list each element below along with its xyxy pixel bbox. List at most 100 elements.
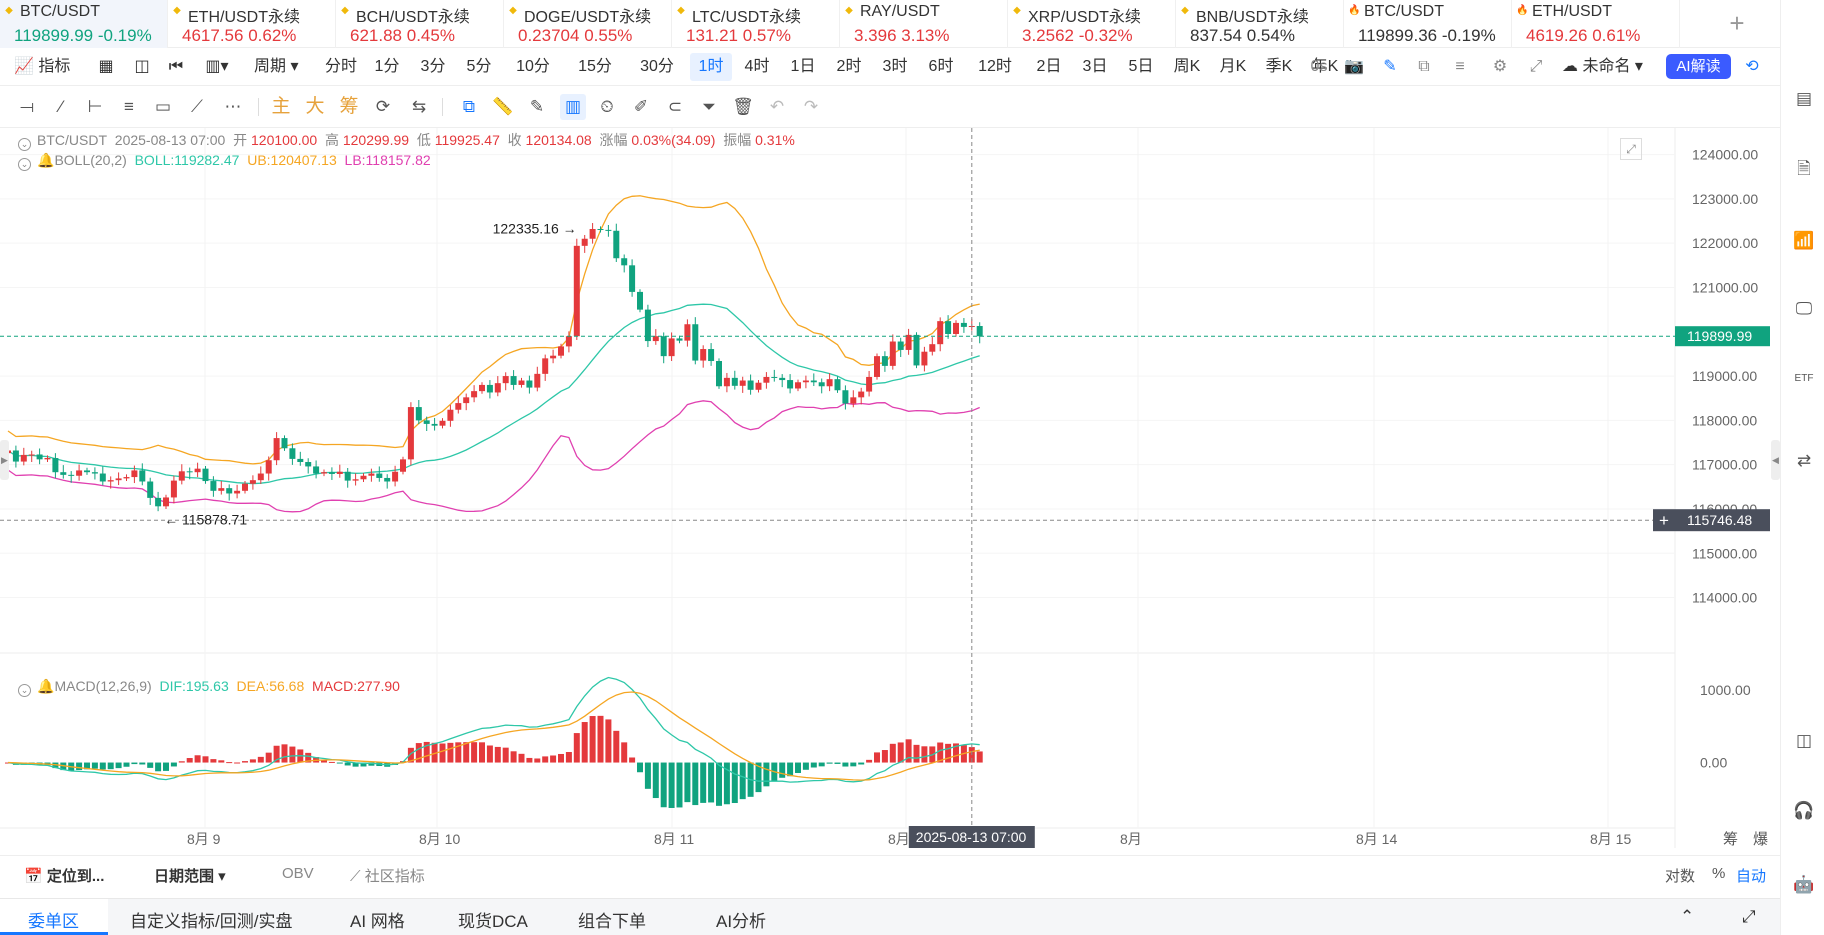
period-10[interactable]: 2时 — [836, 58, 862, 75]
tab-0[interactable]: 委单区 — [28, 912, 79, 931]
ai-interpret-button[interactable]: AI解读 — [1666, 54, 1731, 79]
depth-chart-icon[interactable]: 📶 — [1793, 231, 1815, 250]
obv-button[interactable]: OBV — [282, 865, 314, 882]
fullscreen-chart-icon[interactable]: ⤢ — [1620, 138, 1642, 160]
ruler-icon[interactable]: 📏 — [492, 97, 514, 116]
pen-line-icon[interactable]: ⟋ — [191, 97, 203, 116]
period-11[interactable]: 3时 — [882, 58, 908, 75]
bell-icon[interactable]: 🔔 — [37, 678, 55, 694]
bell-icon[interactable]: 🔔 — [37, 152, 55, 168]
collapse-icon[interactable]: ⌄ — [18, 138, 31, 151]
period-13[interactable]: 12时 — [978, 58, 1012, 75]
tab-5[interactable]: AI分析 — [716, 912, 767, 931]
main-chart-toggle[interactable]: 主 — [271, 96, 291, 117]
list-icon[interactable]: ≡ — [1455, 58, 1465, 75]
orders-icon[interactable]: ▤ — [1795, 89, 1813, 108]
ticker-4[interactable]: ◆ LTC/USDT永续 131.21 0.57% — [672, 0, 840, 48]
ticker-3[interactable]: ◆ DOGE/USDT永续 0.23704 0.55% — [504, 0, 672, 48]
parallel-lines-icon[interactable]: ≡ — [124, 97, 134, 116]
candle-type-icon[interactable]: ▥ — [560, 94, 586, 120]
tab-1[interactable]: 自定义指标/回测/实盘 — [130, 912, 293, 931]
period-6[interactable]: 30分 — [640, 58, 674, 75]
percent-scale-toggle[interactable]: % — [1712, 865, 1726, 882]
etf-icon[interactable]: ETF — [1794, 373, 1814, 384]
ticker-7[interactable]: ◆ BNB/USDT永续 837.54 0.54% — [1176, 0, 1344, 48]
ticker-0[interactable]: ◆ BTC/USDT 119899.99 -0.19% — [0, 0, 168, 48]
magnet-icon[interactable]: ⊂ — [667, 97, 683, 116]
popout-icon[interactable]: ⧉ — [1418, 58, 1430, 75]
copy-layout-icon[interactable]: ⧉ — [462, 97, 476, 116]
support-icon[interactable]: 🎧 — [1793, 801, 1815, 820]
period-18[interactable]: 月K — [1219, 58, 1247, 75]
candlestick-chart[interactable]: 124000.00 123000.00 122000.00 121000.00 1190… — [0, 128, 1780, 848]
tab-2[interactable]: AI 网格 — [350, 912, 405, 931]
edit-icon[interactable]: ✎ — [1383, 58, 1397, 75]
chip-distribution-toggle[interactable]: 筹 — [339, 96, 359, 117]
trash-icon[interactable]: 🗑 — [732, 97, 754, 116]
ticker-2[interactable]: ◆ BCH/USDT永续 621.88 0.45% — [336, 0, 504, 48]
funnel-icon[interactable]: ⏷ — [702, 97, 716, 116]
period-1[interactable]: 1分 — [374, 58, 400, 75]
big-order-toggle[interactable]: 大 — [305, 96, 325, 117]
redo-icon[interactable]: ↷ — [803, 97, 819, 116]
period-7[interactable]: 1时 — [690, 53, 732, 81]
period-3[interactable]: 5分 — [466, 58, 492, 75]
period-19[interactable]: 季K — [1265, 58, 1293, 75]
period-4[interactable]: 10分 — [516, 58, 550, 75]
period-8[interactable]: 4时 — [744, 58, 770, 75]
range-line-icon[interactable]: ⊢ — [87, 97, 103, 116]
template-icon[interactable]: ▦ — [98, 58, 114, 75]
brush-icon[interactable]: ✎ — [529, 97, 545, 116]
fullscreen-icon[interactable]: ⤢ — [1529, 58, 1543, 75]
tab-3[interactable]: 现货DCA — [458, 912, 528, 931]
collapse-icon[interactable]: ⌄ — [18, 158, 31, 171]
locate-button[interactable]: 📅 定位到... — [24, 865, 104, 886]
log-scale-toggle[interactable]: 对数 — [1665, 868, 1696, 885]
undo-icon[interactable]: ↶ — [769, 97, 785, 116]
edit-note-icon[interactable]: ✐ — [633, 97, 649, 116]
ticker-6[interactable]: ◆ XRP/USDT永续 3.2562 -0.32% — [1008, 0, 1176, 48]
date-range-button[interactable]: 日期范围 ▾ — [154, 868, 226, 885]
expand-left-handle[interactable]: ▶ — [0, 440, 9, 480]
indicator-button[interactable]: 📈 指标 — [14, 53, 70, 81]
collapse-panel-icon[interactable]: ⌃ — [1680, 907, 1695, 926]
period-12[interactable]: 6时 — [928, 58, 954, 75]
auto-scale-toggle[interactable]: 自动 — [1736, 868, 1767, 885]
settings-icon[interactable]: ⚙ — [1492, 58, 1508, 75]
layout-icon[interactable]: ◫ — [1795, 731, 1813, 750]
chart-type-icon[interactable]: ▥▾ — [205, 58, 229, 75]
document-icon[interactable]: 🗎 — [1797, 159, 1811, 178]
exchange-icon[interactable]: ⇄ — [1796, 451, 1812, 470]
explode-axis-label[interactable]: 爆 — [1753, 831, 1768, 848]
screenshot-icon[interactable]: 📷 — [1344, 58, 1364, 75]
period-20[interactable]: 年K — [1311, 58, 1339, 75]
period-dropdown[interactable]: 周期 ▾ — [254, 58, 299, 75]
ticker-1[interactable]: ◆ ETH/USDT永续 4617.56 0.62% — [168, 0, 336, 48]
timer-icon[interactable]: ⏲ — [600, 97, 614, 116]
add-ticker-button[interactable]: + — [1729, 8, 1745, 38]
replay-icon[interactable]: ⏮ — [168, 58, 184, 75]
period-2[interactable]: 3分 — [420, 58, 446, 75]
robot-icon[interactable]: 🤖 — [1793, 875, 1815, 894]
trend-line-icon[interactable]: ⁄ — [59, 97, 63, 116]
period-9[interactable]: 1日 — [790, 58, 816, 75]
monitor-icon[interactable]: 🖵 — [1795, 299, 1813, 318]
collapse-panel-handle[interactable]: ◀ — [1771, 440, 1780, 480]
crosshair-add-button[interactable] — [1653, 509, 1675, 532]
share-icon[interactable]: ⟲ — [1745, 58, 1759, 75]
period-15[interactable]: 3日 — [1082, 58, 1108, 75]
ticker-8[interactable]: 🔥 BTC/USDT 119899.36 -0.19% — [1344, 0, 1512, 48]
expand-panel-icon[interactable]: ⤢ — [1742, 907, 1756, 926]
layout-dropdown[interactable]: ☁ 未命名 ▾ — [1562, 58, 1643, 75]
split-view-icon[interactable]: ◫ — [134, 58, 150, 75]
collapse-icon[interactable]: ⌄ — [18, 684, 31, 697]
horizontal-line-icon[interactable]: ⟞ — [19, 97, 35, 116]
period-5[interactable]: 15分 — [578, 58, 612, 75]
more-tools-icon[interactable]: ⋯ — [224, 97, 242, 116]
filter-order-icon[interactable]: ⇆ — [411, 97, 427, 116]
period-16[interactable]: 5日 — [1128, 58, 1154, 75]
tab-4[interactable]: 组合下单 — [578, 912, 646, 931]
ticker-5[interactable]: ◆ RAY/USDT 3.396 3.13% — [840, 0, 1008, 48]
period-14[interactable]: 2日 — [1036, 58, 1062, 75]
chart-area[interactable]: 124000.00 123000.00 122000.00 121000.00 1190… — [0, 128, 1780, 848]
